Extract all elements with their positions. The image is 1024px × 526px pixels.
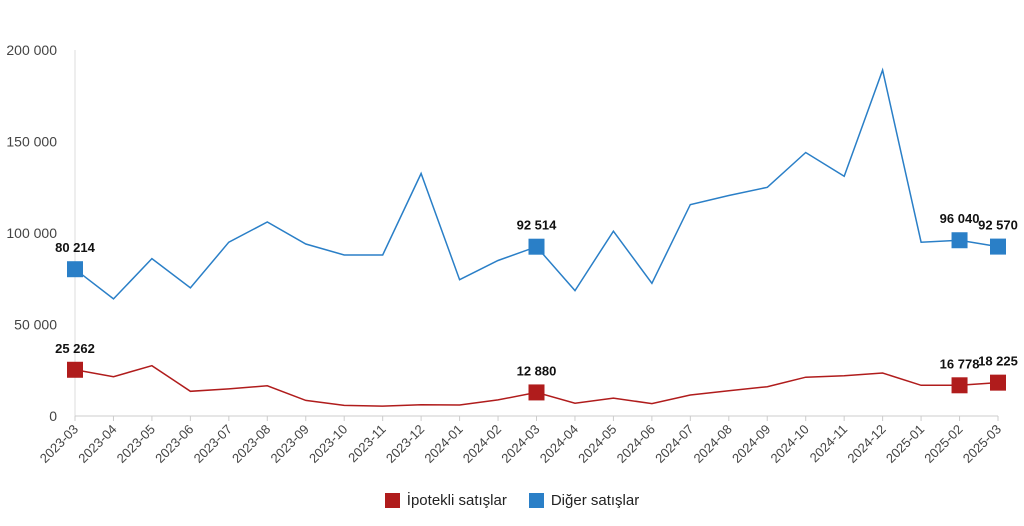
x-tick-label: 2024-07 (652, 422, 696, 466)
y-tick-label: 150 000 (6, 134, 57, 150)
y-tick-label: 0 (49, 408, 57, 424)
series-line-1 (74, 67, 999, 300)
x-tick-label: 2023-09 (268, 422, 312, 466)
data-marker (951, 232, 968, 249)
legend-label: İpotekli satışlar (406, 492, 507, 509)
data-marker (528, 238, 545, 255)
legend: İpotekli satışlar Diğer satışlar (0, 492, 1024, 509)
legend-swatch-red (384, 493, 400, 508)
data-label: 18 225 (978, 354, 1018, 369)
x-tick-label: 2024-02 (460, 422, 504, 466)
x-tick-label: 2025-01 (883, 422, 927, 466)
x-tick-label: 2024-11 (807, 422, 851, 466)
data-label: 80 214 (55, 240, 96, 255)
data-label: 92 570 (978, 218, 1018, 233)
x-axis: 2023-032023-042023-052023-062023-072023-… (37, 415, 1004, 466)
data-marker (528, 384, 545, 401)
y-tick-label: 100 000 (6, 225, 57, 241)
x-tick-label: 2024-10 (767, 422, 811, 466)
data-marker (67, 361, 83, 378)
data-marker (990, 374, 1006, 391)
y-axis: 0 50 000 100 000 150 000 200 000 (6, 42, 76, 424)
legend-item-diger[interactable]: Diğer satışlar (528, 492, 640, 509)
data-marker (951, 377, 968, 394)
y-tick-label: 200 000 (6, 42, 57, 58)
data-marker (67, 261, 83, 278)
x-tick-label: 2023-06 (152, 422, 196, 466)
x-tick-label: 2024-12 (844, 422, 888, 466)
y-tick-label: 50 000 (14, 317, 57, 333)
x-tick-label: 2023-04 (75, 422, 119, 466)
legend-swatch-blue (528, 493, 544, 508)
data-label: 92 514 (517, 218, 558, 233)
series-layer (67, 67, 1006, 407)
data-label: 12 880 (517, 363, 557, 378)
x-tick-label: 2023-10 (306, 422, 350, 466)
x-tick-label: 2024-09 (729, 422, 773, 466)
data-marker (990, 238, 1006, 255)
legend-label: Diğer satışlar (550, 492, 640, 509)
x-tick-label: 2025-02 (921, 422, 965, 466)
x-tick-label: 2025-03 (960, 422, 1004, 466)
x-tick-label: 2024-06 (614, 422, 658, 466)
x-tick-label: 2023-12 (383, 422, 427, 466)
x-tick-label: 2023-07 (191, 422, 235, 466)
x-tick-label: 2023-11 (345, 422, 389, 466)
x-tick-label: 2024-05 (575, 422, 619, 466)
x-tick-label: 2023-05 (114, 422, 158, 466)
data-label: 16 778 (940, 356, 980, 371)
x-tick-label: 2024-03 (498, 422, 542, 466)
data-label: 25 262 (55, 341, 95, 356)
x-tick-label: 2024-04 (537, 422, 581, 466)
x-tick-label: 2023-03 (37, 422, 81, 466)
legend-item-ipotekli[interactable]: İpotekli satışlar (384, 492, 507, 509)
x-tick-label: 2024-01 (421, 422, 465, 466)
data-label: 96 040 (940, 211, 980, 226)
x-tick-label: 2024-08 (691, 422, 735, 466)
x-tick-label: 2023-08 (229, 422, 273, 466)
